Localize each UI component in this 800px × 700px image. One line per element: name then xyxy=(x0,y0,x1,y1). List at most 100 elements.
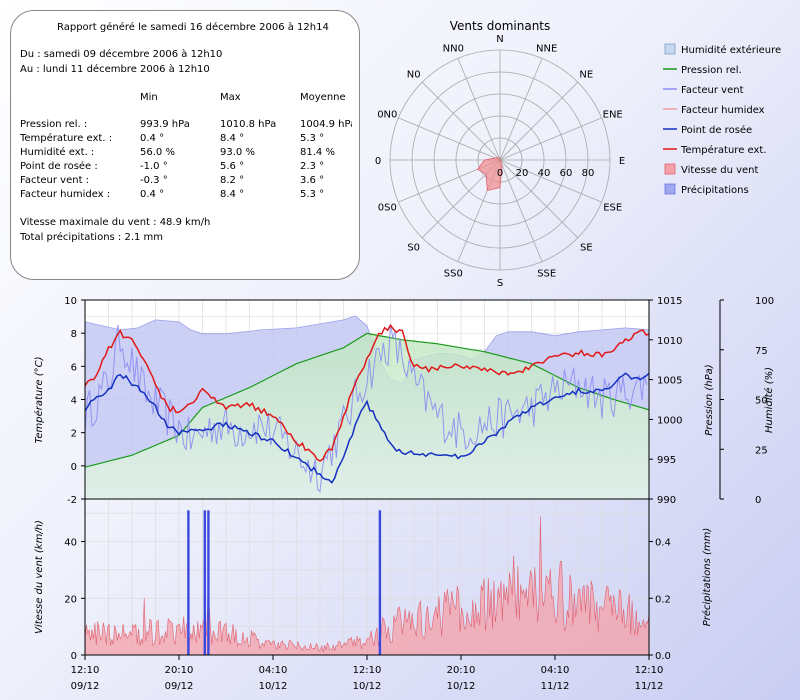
legend-label: Facteur vent xyxy=(681,85,744,96)
row-min: -1.0 ° xyxy=(140,161,168,172)
row-max: 5.6 ° xyxy=(220,161,245,172)
legend-label: Humidité extérieure xyxy=(681,44,781,56)
row-max: 8.4 ° xyxy=(220,133,245,144)
rain-tick-label: 0.2 xyxy=(655,594,671,605)
temperature-tick-label: -2 xyxy=(67,495,77,506)
row-min: 0.4 ° xyxy=(140,189,165,200)
wind-tick-label: 0 xyxy=(71,651,77,662)
time-tick-label: 12:10 xyxy=(635,665,664,676)
series-line-dew-point xyxy=(84,372,650,484)
row-min: -0.3 ° xyxy=(140,175,168,186)
total-rain: Total précipitations : 2.1 mm xyxy=(20,232,164,243)
row-min: 56.0 % xyxy=(140,147,175,158)
radar-spoke xyxy=(398,117,501,161)
humidity-tick-label: 50 xyxy=(755,396,768,407)
time-tick-label: 20:10 xyxy=(165,665,194,676)
radar-wind-area xyxy=(477,157,503,191)
time-tick-label: 04:10 xyxy=(541,665,570,676)
temperature-tick-label: 6 xyxy=(71,362,77,373)
radar-direction-label: S0 xyxy=(407,242,420,253)
row-avg: 5.3 ° xyxy=(300,189,325,200)
radar-direction-label: SSE xyxy=(537,269,556,280)
radar-direction-label: NN0 xyxy=(443,43,464,54)
radar-direction-label: ENE xyxy=(603,109,623,120)
row-avg: 81.4 % xyxy=(300,147,335,158)
temperature-tick-label: 2 xyxy=(71,429,77,440)
row-min: 0.4 ° xyxy=(140,133,165,144)
temperature-tick-label: 10 xyxy=(64,296,77,307)
chart-legend: Humidité extérieure Pression rel. Facteur … xyxy=(663,43,781,196)
series-line-wind-chill xyxy=(84,324,648,493)
radar-tick-label: 60 xyxy=(560,168,573,179)
radar-direction-label: 0 xyxy=(375,156,381,167)
pressure-tick-label: 1000 xyxy=(657,415,682,426)
date-tick-label: 09/12 xyxy=(71,681,100,692)
series-line-temperature xyxy=(84,323,650,462)
row-label: Point de rosée : xyxy=(20,161,98,172)
radar-direction-label: SS0 xyxy=(444,269,463,280)
rain-spike xyxy=(203,510,206,655)
row-label: Humidité ext. : xyxy=(20,147,95,158)
radar-tick-label: 80 xyxy=(582,168,595,179)
row-avg: 2.3 ° xyxy=(300,161,325,172)
rain-spike xyxy=(378,510,382,655)
wind-tick-label: 40 xyxy=(64,538,77,549)
radar-direction-label: 0S0 xyxy=(378,203,397,214)
radar-spoke xyxy=(499,159,579,239)
row-label: Pression rel. : xyxy=(20,119,88,130)
radar-direction-label: E xyxy=(619,156,625,167)
wind-speed-area xyxy=(84,516,650,656)
wind-chart: 0 20 40 Vitesse du vent (km/h) 0.0 0.2 0.4 Préc… xyxy=(34,499,713,692)
header-avg: Moyenne xyxy=(300,92,346,103)
legend-label: Vitesse du vent xyxy=(681,165,758,176)
header-min: Min xyxy=(140,92,158,103)
date-tick-label: 09/12 xyxy=(165,681,194,692)
radar-direction-label: N xyxy=(496,34,503,45)
radar-spoke xyxy=(499,117,602,161)
legend-label: Précipitations xyxy=(681,184,749,196)
radar-direction-label: NNE xyxy=(536,43,557,54)
time-tick-label: 20:10 xyxy=(447,665,476,676)
humidity-tick-label: 0 xyxy=(755,495,761,506)
time-tick-label: 12:10 xyxy=(71,665,100,676)
legend-label: Pression rel. xyxy=(681,65,742,76)
radar-direction-label: NE xyxy=(579,70,593,81)
period-to: Au : lundi 11 décembre 2006 à 12h10 xyxy=(20,64,210,75)
pressure-tick-label: 1005 xyxy=(657,376,682,387)
humidity-axis-label: Humidité (%) xyxy=(763,367,775,433)
radar-spoke xyxy=(499,159,602,203)
row-avg: 3.6 ° xyxy=(300,175,325,186)
rain-spike xyxy=(207,510,210,655)
row-avg: 1004.9 hPa xyxy=(300,119,352,130)
humidity-tick-label: 100 xyxy=(755,296,774,307)
row-min: 993.9 hPa xyxy=(140,119,190,130)
wind-axis-label: Vitesse du vent (km/h) xyxy=(34,520,45,634)
pressure-tick-label: 995 xyxy=(657,455,676,466)
rain-tick-label: 0.0 xyxy=(655,651,671,662)
row-max: 93.0 % xyxy=(220,147,255,158)
date-tick-label: 10/12 xyxy=(259,681,288,692)
legend-swatch xyxy=(664,183,676,195)
radar-spoke xyxy=(457,58,501,161)
max-wind: Vitesse maximale du vent : 48.9 km/h xyxy=(20,217,211,228)
report-panel: Rapport généré le samedi 16 décembre 200… xyxy=(10,10,360,280)
row-max: 8.4 ° xyxy=(220,189,245,200)
radar-direction-label: SE xyxy=(580,242,593,253)
legend-swatch xyxy=(664,43,676,55)
radar-title: Vents dominants xyxy=(450,19,551,33)
rain-spike xyxy=(187,510,190,655)
radar-spoke xyxy=(499,81,579,161)
row-label: Facteur vent : xyxy=(20,175,90,186)
rain-tick-label: 0.4 xyxy=(655,538,671,549)
pressure-tick-label: 1015 xyxy=(657,296,682,307)
time-tick-label: 04:10 xyxy=(259,665,288,676)
humidity-tick-label: 75 xyxy=(755,346,768,357)
rain-axis-label: Précipitations (mm) xyxy=(701,528,713,627)
humidity-tick-label: 25 xyxy=(755,445,768,456)
radar-spoke xyxy=(499,159,543,262)
temperature-tick-label: 4 xyxy=(71,396,77,407)
radar-chart: N NNE NE ENE E ESE SE SSE S SS0 S0 0S0 0 0N0 N0 NN0 0 20 4… xyxy=(375,34,625,289)
time-tick-label: 12:10 xyxy=(353,665,382,676)
row-label: Facteur humidex : xyxy=(20,189,111,200)
